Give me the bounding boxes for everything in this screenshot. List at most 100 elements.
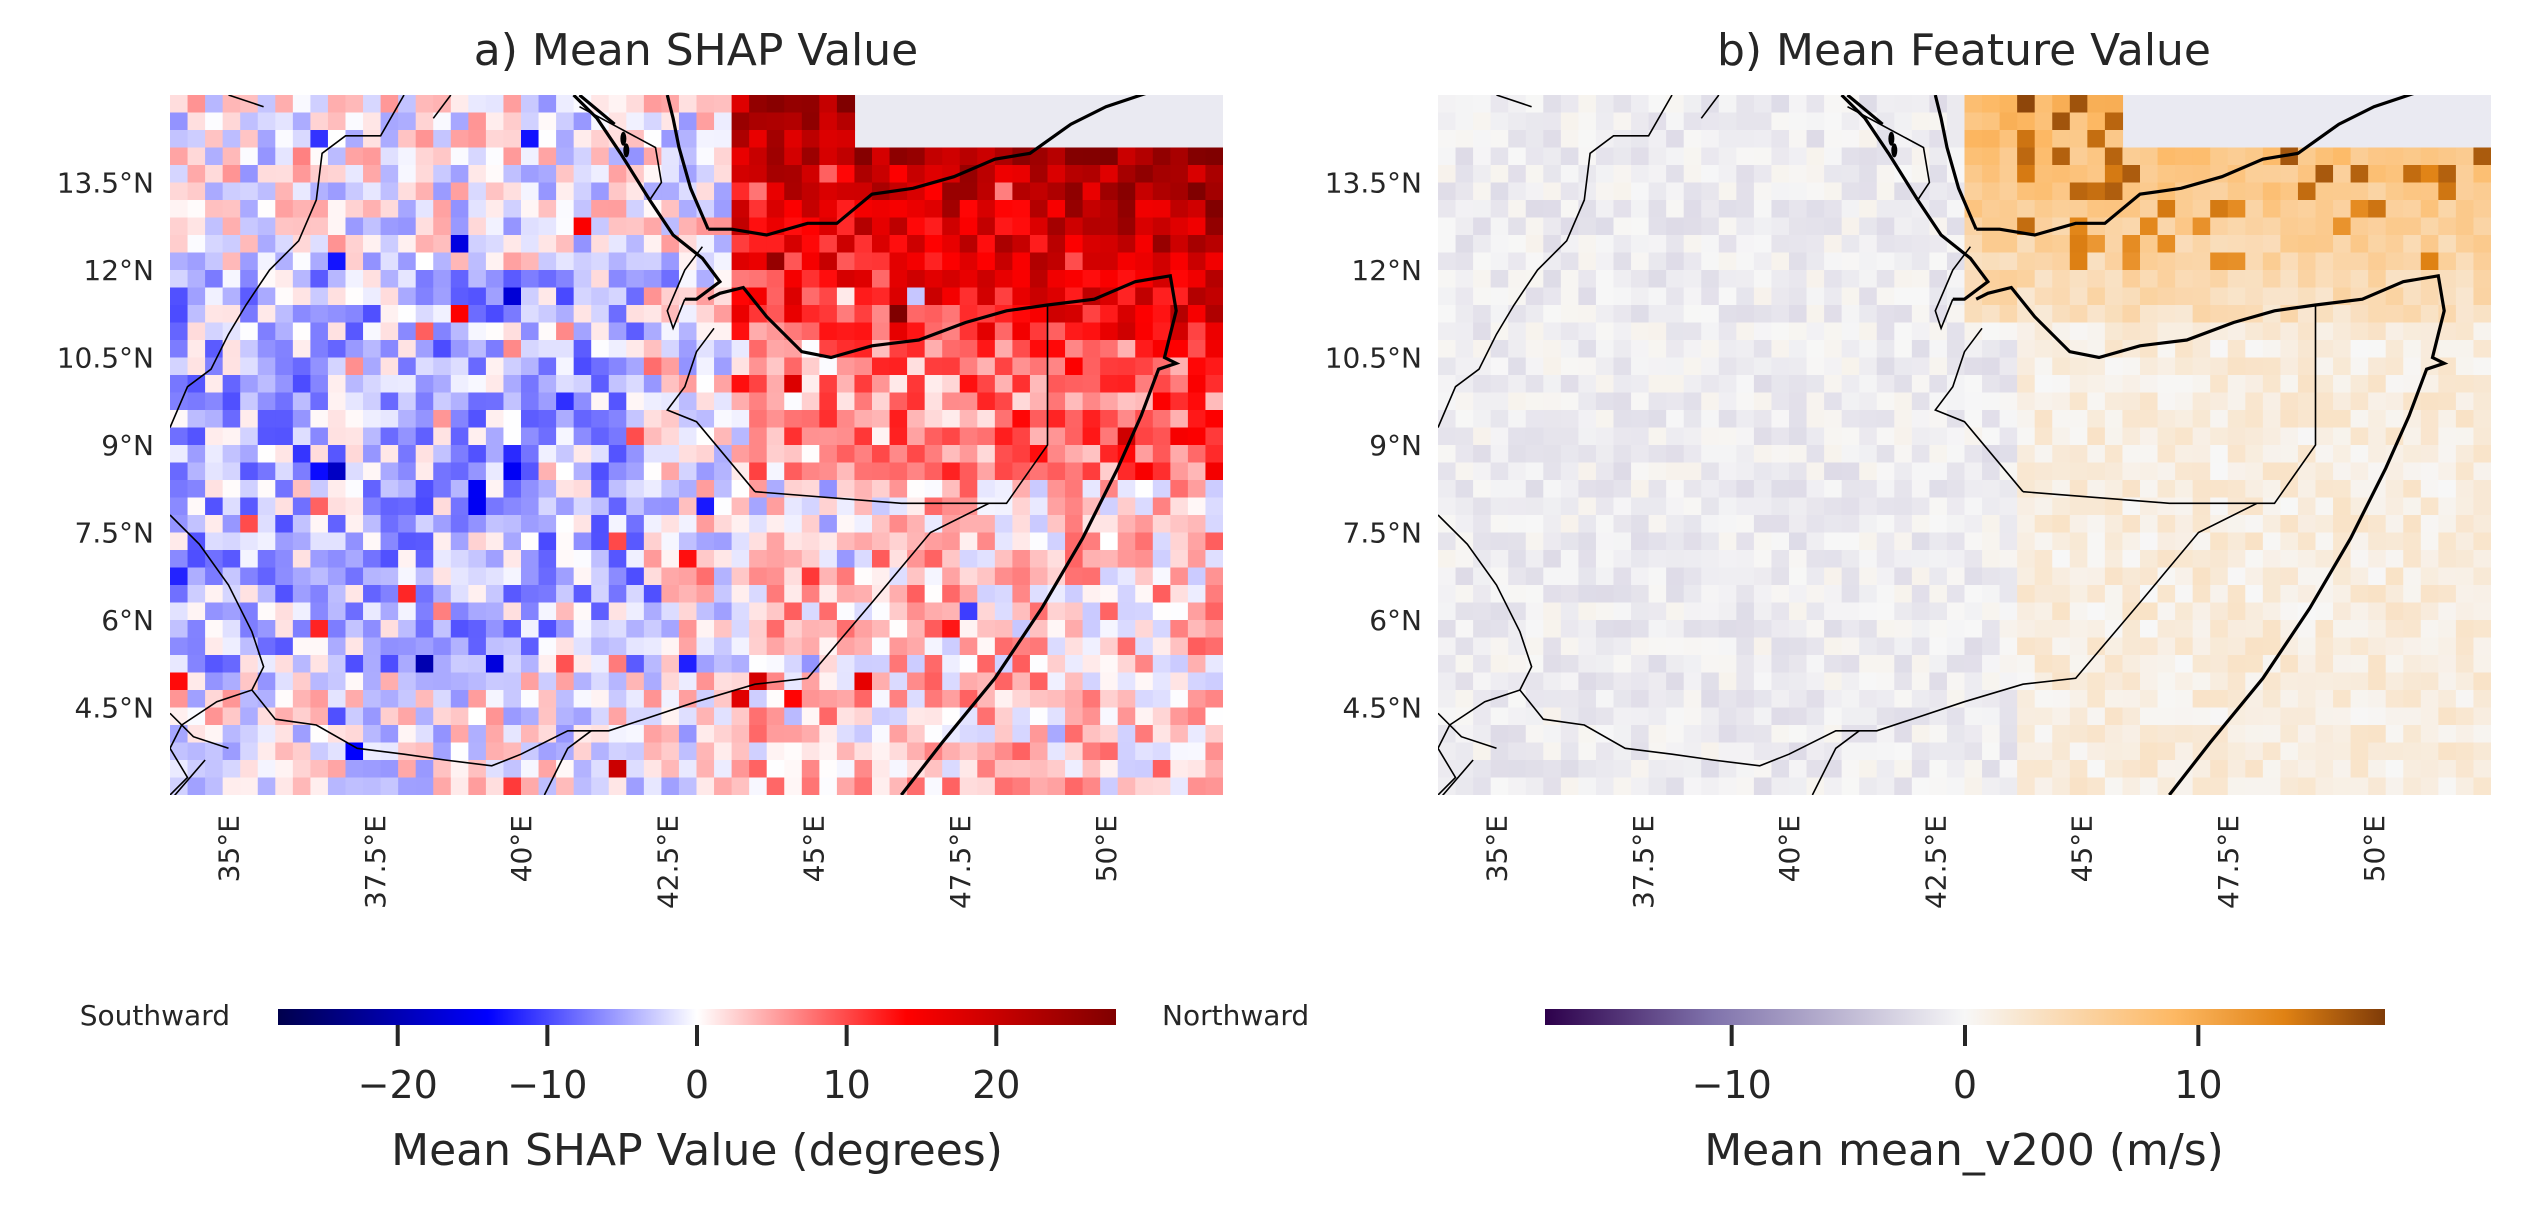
heatmap-cell (1170, 270, 1189, 289)
heatmap-cell (889, 200, 908, 219)
heatmap-cell (1982, 585, 2001, 604)
heatmap-cell (801, 725, 820, 744)
heatmap-cell (1187, 375, 1207, 394)
heatmap-cell (2210, 655, 2229, 674)
heatmap-cell (1876, 672, 1895, 691)
heatmap-cell (749, 322, 768, 341)
heatmap-cell (1631, 480, 1650, 499)
heatmap-cell (1135, 672, 1154, 691)
heatmap-cell (2122, 655, 2141, 674)
heatmap-cell (836, 462, 856, 481)
heatmap-cell (678, 480, 698, 499)
heatmap-cell (1152, 777, 1171, 795)
heatmap-cell (749, 462, 768, 481)
heatmap-cell (1135, 340, 1154, 359)
coastline (665, 95, 710, 230)
heatmap-cell (1859, 217, 1878, 236)
heatmap-cell (1701, 637, 1720, 656)
heatmap-cell (1560, 620, 1579, 639)
heatmap-cell (1152, 252, 1171, 271)
heatmap-cell (696, 392, 715, 411)
heatmap-cell (1894, 672, 1913, 691)
heatmap-cell (994, 270, 1013, 289)
heatmap-cell (959, 392, 978, 411)
country-border (1847, 105, 1931, 201)
heatmap-cell (2420, 550, 2439, 569)
heatmap-cell (363, 707, 382, 726)
heatmap-cell (2403, 165, 2422, 184)
heatmap-cell (942, 637, 961, 656)
heatmap-cell (556, 340, 575, 359)
heatmap-cell (1438, 672, 1457, 691)
heatmap-cell (363, 305, 382, 324)
heatmap-cell (310, 742, 329, 761)
heatmap-cell (942, 655, 961, 674)
heatmap-cell (1117, 550, 1136, 569)
heatmap-cell (749, 637, 768, 656)
heatmap-cell (1946, 742, 1966, 761)
heatmap-cell (1012, 252, 1031, 271)
heatmap-cell (257, 287, 276, 306)
heatmap-cell (626, 200, 645, 219)
heatmap-cell (924, 725, 943, 744)
heatmap-cell (2280, 742, 2299, 761)
heatmap-cell (591, 620, 610, 639)
heatmap-cell (380, 287, 399, 306)
heatmap-cell (2315, 725, 2334, 744)
heatmap-cell (626, 235, 645, 254)
heatmap-cell (994, 252, 1013, 271)
heatmap-cell (2455, 777, 2475, 795)
country-border (1438, 95, 1673, 428)
heatmap-cell (836, 480, 856, 499)
heatmap-cell (1648, 725, 1667, 744)
heatmap-cell (170, 235, 189, 254)
heatmap-cell (784, 515, 803, 534)
heatmap-cell (538, 690, 557, 709)
heatmap-cell (1117, 515, 1136, 534)
heatmap-cell (942, 760, 961, 779)
heatmap-cell (749, 357, 768, 376)
heatmap-cell (2368, 742, 2387, 761)
heatmap-cell (345, 760, 364, 779)
heatmap-cell (1187, 655, 1207, 674)
coastline (707, 273, 1181, 795)
heatmap-cell (1982, 200, 2001, 219)
heatmap-cell (1683, 445, 1702, 464)
heatmap-cell (2175, 147, 2194, 166)
heatmap-cell (503, 357, 522, 376)
heatmap-cell (1012, 147, 1031, 166)
heatmap-cell (1135, 217, 1154, 236)
panel-shap: a) Mean SHAP Value 13.5°N12°N10.5°N9°N7.… (57, 25, 1309, 1176)
heatmap-cell (1543, 602, 1562, 621)
heatmap-cell (1117, 480, 1136, 499)
heatmap-cell (1438, 252, 1457, 271)
heatmap-cell (1771, 620, 1790, 639)
heatmap-cell (1595, 270, 1615, 289)
heatmap-cell (2262, 340, 2281, 359)
heatmap-cell (1082, 357, 1101, 376)
heatmap-cell (1187, 532, 1207, 551)
heatmap-cell (1455, 567, 1474, 586)
heatmap-cell (994, 235, 1013, 254)
heatmap-cell (942, 742, 961, 761)
heatmap-cell (485, 322, 505, 341)
heatmap-cell (240, 165, 259, 184)
heatmap-cell (2034, 235, 2053, 254)
heatmap-cell (2245, 690, 2264, 709)
heatmap-cell (1718, 760, 1737, 779)
heatmap-cell (643, 725, 662, 744)
heatmap-cell (415, 655, 434, 674)
heatmap-cell (257, 112, 276, 131)
heatmap-cell (2017, 182, 2036, 201)
heatmap-cell (1824, 585, 1843, 604)
heatmap-cell (485, 235, 505, 254)
heatmap-cell (2140, 585, 2159, 604)
heatmap-cell (2210, 427, 2229, 446)
heatmap-cell (275, 480, 294, 499)
heatmap-cell (538, 147, 557, 166)
heatmap-cell (626, 445, 645, 464)
heatmap-cell (696, 585, 715, 604)
heatmap-cell (1894, 480, 1913, 499)
heatmap-cell (643, 462, 662, 481)
heatmap-cell (1525, 445, 1544, 464)
